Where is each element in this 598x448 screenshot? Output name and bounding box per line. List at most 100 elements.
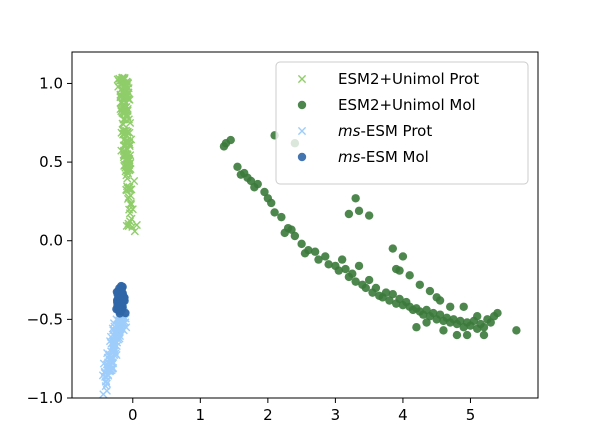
data-point	[100, 368, 109, 378]
data-point	[425, 286, 435, 296]
data-point	[267, 198, 276, 208]
data-point	[121, 308, 130, 318]
legend-label: ms-ESM Mol	[338, 148, 429, 166]
data-point	[102, 360, 111, 369]
data-point	[123, 166, 132, 175]
data-point	[344, 209, 354, 219]
data-point	[314, 255, 323, 264]
data-point	[109, 341, 118, 350]
data-point	[280, 228, 289, 238]
legend-label: ms-ESM Prot	[338, 122, 432, 140]
data-point	[102, 379, 111, 388]
data-point	[462, 330, 472, 340]
legend-marker-x	[297, 74, 307, 84]
x-tick-label: 0	[128, 406, 138, 424]
data-point	[117, 320, 126, 329]
data-point	[473, 312, 482, 321]
data-point	[405, 271, 414, 280]
x-tick-label: 3	[331, 406, 341, 424]
data-point	[310, 247, 320, 256]
y-tick-label: −1.0	[27, 389, 63, 407]
legend-label: ESM2+Unimol Prot	[338, 70, 479, 88]
data-point	[126, 191, 135, 200]
data-point	[253, 179, 262, 189]
data-point	[122, 182, 132, 191]
y-tick-label: 0.0	[39, 232, 63, 250]
data-point	[351, 277, 360, 286]
data-point	[270, 208, 279, 217]
data-point	[297, 239, 306, 249]
data-point	[126, 199, 136, 208]
data-point	[486, 318, 495, 327]
data-point	[126, 118, 135, 128]
data-point	[125, 209, 135, 218]
x-tick-label: 2	[263, 406, 273, 424]
data-point	[120, 80, 130, 90]
data-point	[124, 94, 133, 103]
data-point	[99, 390, 108, 399]
data-point	[122, 323, 131, 332]
data-point	[493, 308, 502, 318]
data-point	[479, 330, 489, 340]
data-point	[429, 308, 438, 318]
legend: ESM2+Unimol Prot ESM2+Unimol Mol ms-ESM Pr…	[275, 61, 529, 185]
data-point	[354, 261, 364, 271]
data-point	[439, 326, 448, 335]
data-point	[119, 115, 129, 124]
data-point	[132, 220, 141, 230]
axes-frame	[71, 51, 539, 399]
data-point	[364, 211, 374, 220]
data-point	[105, 350, 114, 359]
data-point	[341, 264, 350, 274]
series-0	[113, 73, 141, 236]
data-point	[277, 212, 286, 222]
data-point	[246, 176, 256, 186]
data-point	[260, 187, 269, 197]
data-point	[381, 288, 391, 297]
data-point	[435, 310, 445, 319]
data-point	[385, 296, 394, 305]
data-point	[114, 82, 123, 91]
data-point	[348, 269, 357, 278]
data-point	[130, 176, 139, 186]
data-point	[398, 252, 408, 261]
data-point	[300, 249, 310, 258]
legend-marker-dot	[297, 100, 307, 110]
plot-area	[98, 73, 521, 399]
data-point	[324, 260, 333, 269]
x-tick-label: 5	[466, 406, 476, 424]
y-tick-label: 1.0	[39, 74, 63, 92]
data-point	[110, 343, 119, 353]
legend-label: ESM2+Unimol Mol	[338, 96, 476, 114]
data-point	[123, 128, 132, 137]
x-tick-label: 4	[398, 406, 408, 424]
data-point	[226, 135, 235, 145]
data-point	[435, 296, 445, 305]
data-point	[388, 290, 397, 299]
data-point	[125, 217, 135, 226]
data-point	[452, 330, 462, 340]
data-point	[233, 162, 242, 172]
data-point	[126, 200, 136, 209]
data-point	[106, 366, 115, 375]
data-point	[118, 298, 127, 307]
data-point	[290, 231, 300, 241]
data-point	[101, 377, 111, 386]
data-point	[287, 225, 296, 234]
data-point	[127, 135, 136, 144]
data-point	[512, 326, 521, 335]
data-point	[395, 294, 404, 304]
series-1	[219, 131, 521, 340]
data-point	[412, 323, 421, 332]
data-point	[120, 103, 129, 112]
legend-marker-x	[297, 126, 307, 136]
data-point	[123, 169, 133, 178]
data-point	[121, 137, 130, 146]
data-point	[354, 206, 364, 216]
y-tick-label: 0.5	[39, 153, 63, 171]
data-point	[422, 318, 431, 327]
data-point	[456, 316, 465, 326]
data-point	[361, 283, 370, 293]
data-point	[388, 244, 397, 253]
series-3	[112, 281, 130, 318]
